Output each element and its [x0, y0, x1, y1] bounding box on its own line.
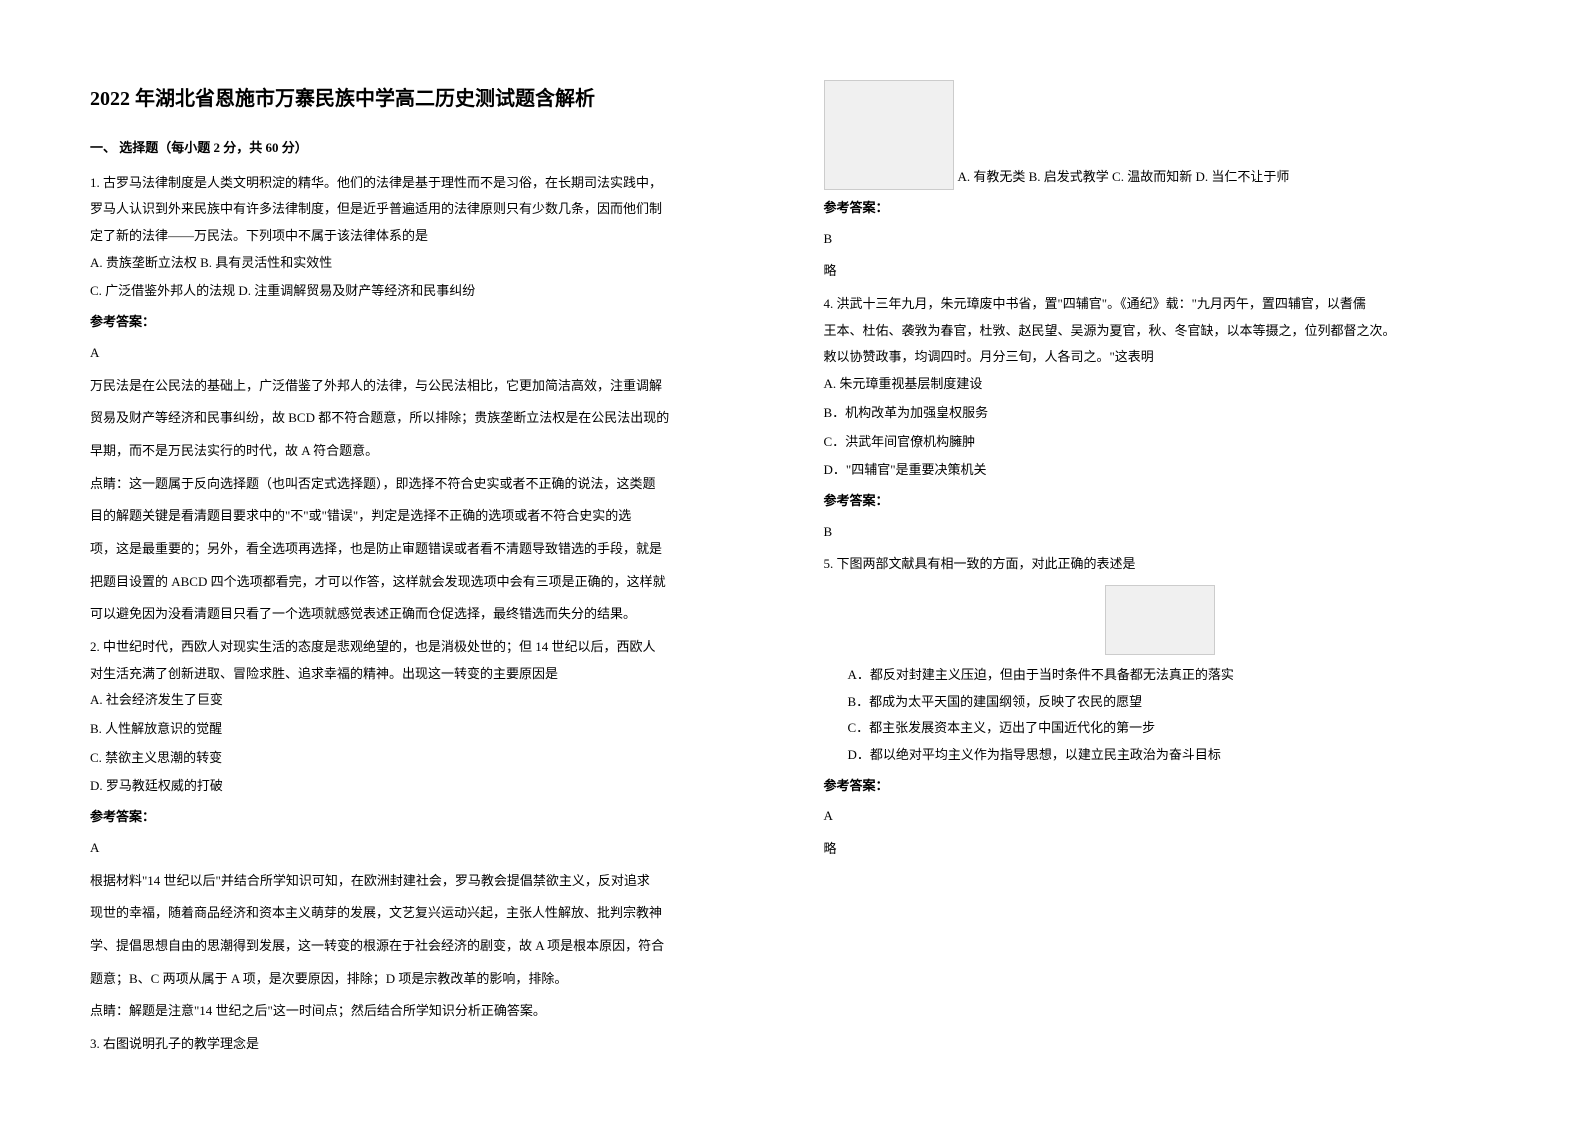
q5-answer-label: 参考答案：: [824, 774, 1498, 799]
q1-options-ab: A. 贵族垄断立法权 B. 具有灵活性和实效性: [90, 251, 764, 276]
q1-exp8: 可以避免因为没看清题目只看了一个选项就感觉表述正确而仓促选择，最终错选而失分的结…: [90, 602, 764, 627]
q2-exp4: 题意；B、C 两项从属于 A 项，是次要原因，排除；D 项是宗教改革的影响，排除…: [90, 967, 764, 992]
q4-option-b: B．机构改革为加强皇权服务: [824, 401, 1498, 426]
q4-option-d: D．"四辅官"是重要决策机关: [824, 458, 1498, 483]
q3-note: 略: [824, 259, 1498, 284]
q5-note: 略: [824, 837, 1498, 862]
q2-line2: 对生活充满了创新进取、冒险求胜、追求幸福的精神。出现这一转变的主要原因是: [90, 662, 764, 687]
q1-exp1: 万民法是在公民法的基础上，广泛借鉴了外邦人的法律，与公民法相比，它更加简洁高效，…: [90, 374, 764, 399]
q5-text: 5. 下图两部文献具有相一致的方面，对此正确的表述是: [824, 552, 1498, 577]
q3-image-row: A. 有教无类 B. 启发式教学 C. 温故而知新 D. 当仁不让于师: [824, 80, 1498, 190]
q1-exp3: 早期，而不是万民法实行的时代，故 A 符合题意。: [90, 439, 764, 464]
q2-exp5: 点睛：解题是注意"14 世纪之后"这一时间点；然后结合所学知识分析正确答案。: [90, 999, 764, 1024]
q1-line1: 1. 古罗马法律制度是人类文明积淀的精华。他们的法律是基于理性而不是习俗，在长期…: [90, 171, 764, 196]
q2-exp3: 学、提倡思想自由的思潮得到发展，这一转变的根源在于社会经济的剧变，故 A 项是根…: [90, 934, 764, 959]
q1-exp2: 贸易及财产等经济和民事纠纷，故 BCD 都不符合题意，所以排除；贵族垄断立法权是…: [90, 406, 764, 431]
question-4: 4. 洪武十三年九月，朱元璋废中书省，置"四辅官"。《通纪》载："九月丙午，置四…: [824, 292, 1498, 544]
q3-options: A. 有教无类 B. 启发式教学 C. 温故而知新 D. 当仁不让于师: [958, 165, 1290, 190]
q1-options-cd: C. 广泛借鉴外邦人的法规 D. 注重调解贸易及财产等经济和民事纠纷: [90, 279, 764, 304]
q4-option-a: A. 朱元璋重视基层制度建设: [824, 372, 1498, 397]
q2-option-d: D. 罗马教廷权威的打破: [90, 774, 764, 799]
q2-exp2: 现世的幸福，随着商品经济和资本主义萌芽的发展，文艺复兴运动兴起，主张人性解放、批…: [90, 901, 764, 926]
q4-option-c: C．洪武年间官僚机构臃肿: [824, 430, 1498, 455]
q3-text: 3. 右图说明孔子的教学理念是: [90, 1032, 764, 1057]
q2-answer-label: 参考答案：: [90, 805, 764, 830]
q1-exp6: 项，这是最重要的；另外，看全选项再选择，也是防止审题错误或者看不清题导致错选的手…: [90, 537, 764, 562]
q1-exp7: 把题目设置的 ABCD 四个选项都看完，才可以作答，这样就会发现选项中会有三项是…: [90, 570, 764, 595]
q1-line3: 定了新的法律——万民法。下列项中不属于该法律体系的是: [90, 224, 764, 249]
q5-option-b: B．都成为太平天国的建国纲领，反映了农民的愿望: [824, 690, 1498, 715]
q4-answer: B: [824, 520, 1498, 545]
left-column: 2022 年湖北省恩施市万寨民族中学高二历史测试题含解析 一、 选择题（每小题 …: [60, 80, 794, 1082]
q2-option-c: C. 禁欲主义思潮的转变: [90, 746, 764, 771]
question-5: 5. 下图两部文献具有相一致的方面，对此正确的表述是 A．都反对封建主义压迫，但…: [824, 552, 1498, 862]
section-header: 一、 选择题（每小题 2 分，共 60 分）: [90, 136, 764, 161]
q5-answer: A: [824, 804, 1498, 829]
q1-exp5: 目的解题关键是看清题目要求中的"不"或"错误"，判定是选择不正确的选项或者不符合…: [90, 504, 764, 529]
q2-option-b: B. 人性解放意识的觉醒: [90, 717, 764, 742]
q5-option-a: A．都反对封建主义压迫，但由于当时条件不具备都无法真正的落实: [824, 663, 1498, 688]
q1-answer: A: [90, 341, 764, 366]
confucius-image: [824, 80, 954, 190]
q1-exp4: 点睛：这一题属于反向选择题（也叫否定式选择题），即选择不符合史实或者不正确的说法…: [90, 472, 764, 497]
q2-exp1: 根据材料"14 世纪以后"并结合所学知识可知，在欧洲封建社会，罗马教会提倡禁欲主…: [90, 869, 764, 894]
q5-option-d: D．都以绝对平均主义作为指导思想，以建立民主政治为奋斗目标: [824, 743, 1498, 768]
q3-answer: B: [824, 227, 1498, 252]
q4-line1: 4. 洪武十三年九月，朱元璋废中书省，置"四辅官"。《通纪》载："九月丙午，置四…: [824, 292, 1498, 317]
q3-answer-label: 参考答案：: [824, 196, 1498, 221]
q4-answer-label: 参考答案：: [824, 489, 1498, 514]
q2-option-a: A. 社会经济发生了巨变: [90, 688, 764, 713]
right-column: A. 有教无类 B. 启发式教学 C. 温故而知新 D. 当仁不让于师 参考答案…: [794, 80, 1528, 1082]
question-2: 2. 中世纪时代，西欧人对现实生活的态度是悲观绝望的，也是消极处世的；但 14 …: [90, 635, 764, 1024]
question-3-stem: 3. 右图说明孔子的教学理念是: [90, 1032, 764, 1057]
q1-answer-label: 参考答案：: [90, 310, 764, 335]
q4-line2: 王本、杜佑、袭敩为春官，杜敩、赵民望、吴源为夏官，秋、冬官缺，以本等摄之，位列都…: [824, 319, 1498, 344]
documents-image: [1105, 585, 1215, 655]
q2-line1: 2. 中世纪时代，西欧人对现实生活的态度是悲观绝望的，也是消极处世的；但 14 …: [90, 635, 764, 660]
q1-line2: 罗马人认识到外来民族中有许多法律制度，但是近乎普遍适用的法律原则只有少数几条，因…: [90, 197, 764, 222]
question-1: 1. 古罗马法律制度是人类文明积淀的精华。他们的法律是基于理性而不是习俗，在长期…: [90, 171, 764, 627]
page-title: 2022 年湖北省恩施市万寨民族中学高二历史测试题含解析: [90, 80, 764, 118]
q4-line3: 敕以协赞政事，均调四时。月分三旬，人各司之。"这表明: [824, 345, 1498, 370]
q5-option-c: C．都主张发展资本主义，迈出了中国近代化的第一步: [824, 716, 1498, 741]
q2-answer: A: [90, 836, 764, 861]
